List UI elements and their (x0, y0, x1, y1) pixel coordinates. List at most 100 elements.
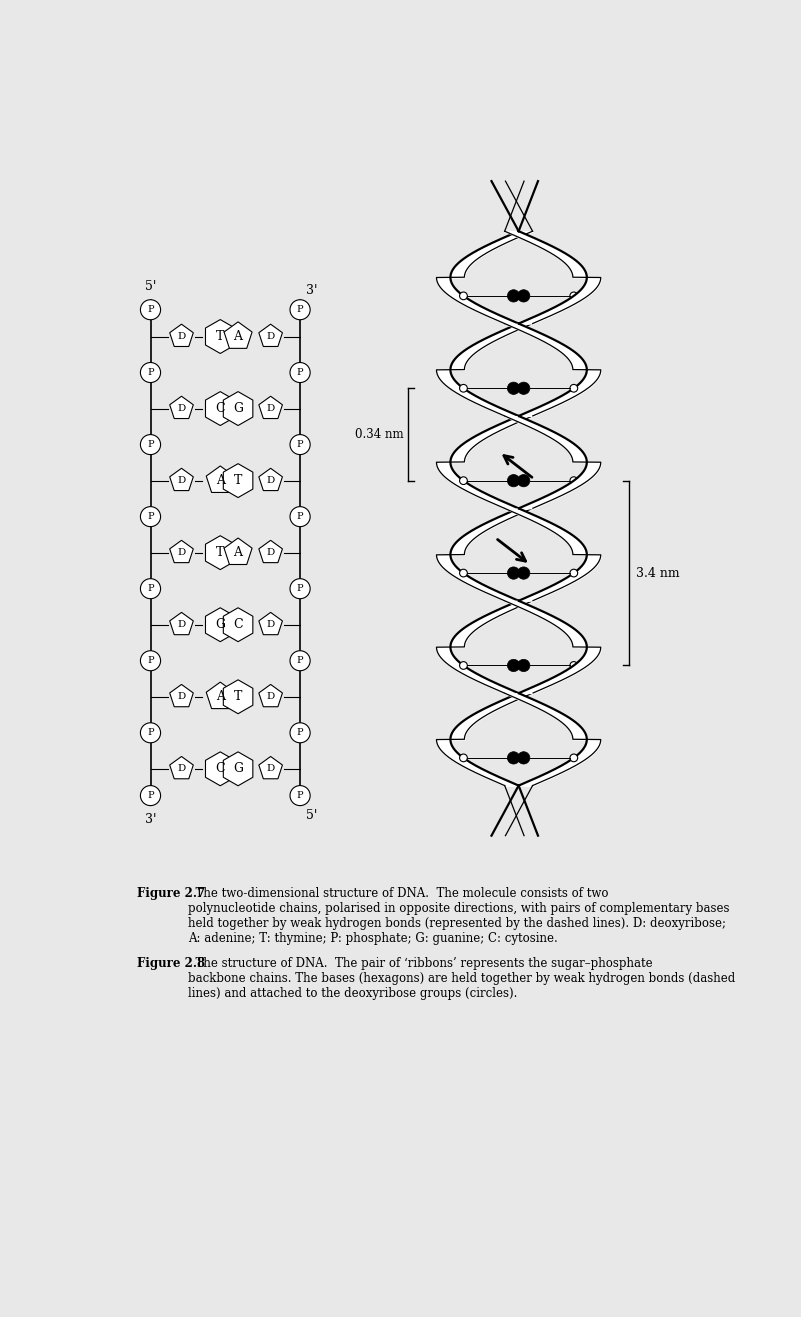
Text: P: P (147, 656, 154, 665)
Text: D: D (177, 332, 186, 341)
Circle shape (570, 292, 578, 300)
Polygon shape (224, 321, 252, 349)
Circle shape (290, 651, 310, 670)
Circle shape (570, 385, 578, 392)
Circle shape (507, 474, 520, 487)
Polygon shape (223, 391, 253, 425)
Circle shape (290, 300, 310, 320)
Text: P: P (147, 306, 154, 315)
Circle shape (140, 435, 160, 454)
Circle shape (570, 477, 578, 485)
Text: P: P (296, 306, 304, 315)
Text: A: A (215, 474, 225, 487)
Text: D: D (177, 404, 186, 414)
Text: P: P (296, 656, 304, 665)
Text: T: T (216, 547, 224, 560)
Polygon shape (206, 536, 235, 570)
Circle shape (507, 566, 520, 579)
Polygon shape (206, 320, 235, 353)
Text: T: T (234, 690, 242, 703)
Circle shape (290, 578, 310, 599)
Circle shape (517, 474, 530, 487)
Text: 3': 3' (145, 813, 156, 826)
Polygon shape (223, 752, 253, 786)
Text: D: D (267, 404, 275, 414)
Circle shape (517, 382, 530, 394)
Circle shape (140, 507, 160, 527)
Circle shape (570, 755, 578, 761)
Text: The two-dimensional structure of DNA.  The molecule consists of two
polynucleoti: The two-dimensional structure of DNA. Th… (187, 888, 729, 946)
Circle shape (290, 507, 310, 527)
Polygon shape (223, 680, 253, 714)
Text: D: D (177, 620, 186, 630)
Text: 5': 5' (145, 279, 156, 292)
Polygon shape (170, 324, 193, 346)
Circle shape (507, 660, 520, 672)
Text: C: C (233, 618, 243, 631)
Circle shape (460, 661, 467, 669)
Circle shape (290, 785, 310, 806)
Polygon shape (206, 391, 235, 425)
Circle shape (507, 290, 520, 302)
Polygon shape (206, 682, 234, 709)
Circle shape (570, 569, 578, 577)
Text: C: C (215, 763, 225, 776)
Text: G: G (233, 402, 243, 415)
Text: 5': 5' (306, 809, 318, 822)
Text: P: P (147, 512, 154, 522)
Text: G: G (215, 618, 225, 631)
Polygon shape (223, 464, 253, 498)
Circle shape (140, 362, 160, 382)
Text: Figure 2.8: Figure 2.8 (137, 956, 205, 969)
Polygon shape (259, 540, 283, 562)
Text: P: P (147, 367, 154, 377)
Polygon shape (170, 685, 193, 707)
Text: P: P (147, 792, 154, 801)
Circle shape (460, 292, 467, 300)
Polygon shape (206, 607, 235, 641)
Polygon shape (170, 540, 193, 562)
Text: C: C (215, 402, 225, 415)
Polygon shape (259, 756, 283, 778)
Circle shape (290, 723, 310, 743)
Circle shape (290, 362, 310, 382)
Polygon shape (259, 685, 283, 707)
Text: D: D (267, 477, 275, 485)
Text: T: T (216, 331, 224, 342)
Circle shape (460, 477, 467, 485)
Text: P: P (147, 728, 154, 738)
Circle shape (460, 755, 467, 761)
Polygon shape (223, 607, 253, 641)
Text: P: P (296, 367, 304, 377)
Text: D: D (267, 332, 275, 341)
Circle shape (517, 660, 530, 672)
Circle shape (140, 723, 160, 743)
Circle shape (140, 300, 160, 320)
Polygon shape (170, 756, 193, 778)
Text: 0.34 nm: 0.34 nm (356, 428, 404, 441)
Text: D: D (177, 548, 186, 557)
Text: T: T (234, 474, 242, 487)
Polygon shape (259, 612, 283, 635)
Circle shape (507, 752, 520, 764)
Polygon shape (170, 396, 193, 419)
Text: P: P (147, 585, 154, 593)
Polygon shape (206, 466, 234, 493)
Circle shape (570, 661, 578, 669)
Text: D: D (267, 620, 275, 630)
Text: P: P (147, 440, 154, 449)
Circle shape (140, 785, 160, 806)
Circle shape (460, 569, 467, 577)
Text: A: A (234, 547, 243, 560)
Circle shape (507, 382, 520, 394)
Polygon shape (259, 469, 283, 490)
Text: D: D (267, 764, 275, 773)
Polygon shape (170, 612, 193, 635)
Text: P: P (296, 728, 304, 738)
Text: P: P (296, 792, 304, 801)
Text: P: P (296, 585, 304, 593)
Text: D: D (177, 764, 186, 773)
Polygon shape (259, 396, 283, 419)
Polygon shape (259, 324, 283, 346)
Text: G: G (233, 763, 243, 776)
